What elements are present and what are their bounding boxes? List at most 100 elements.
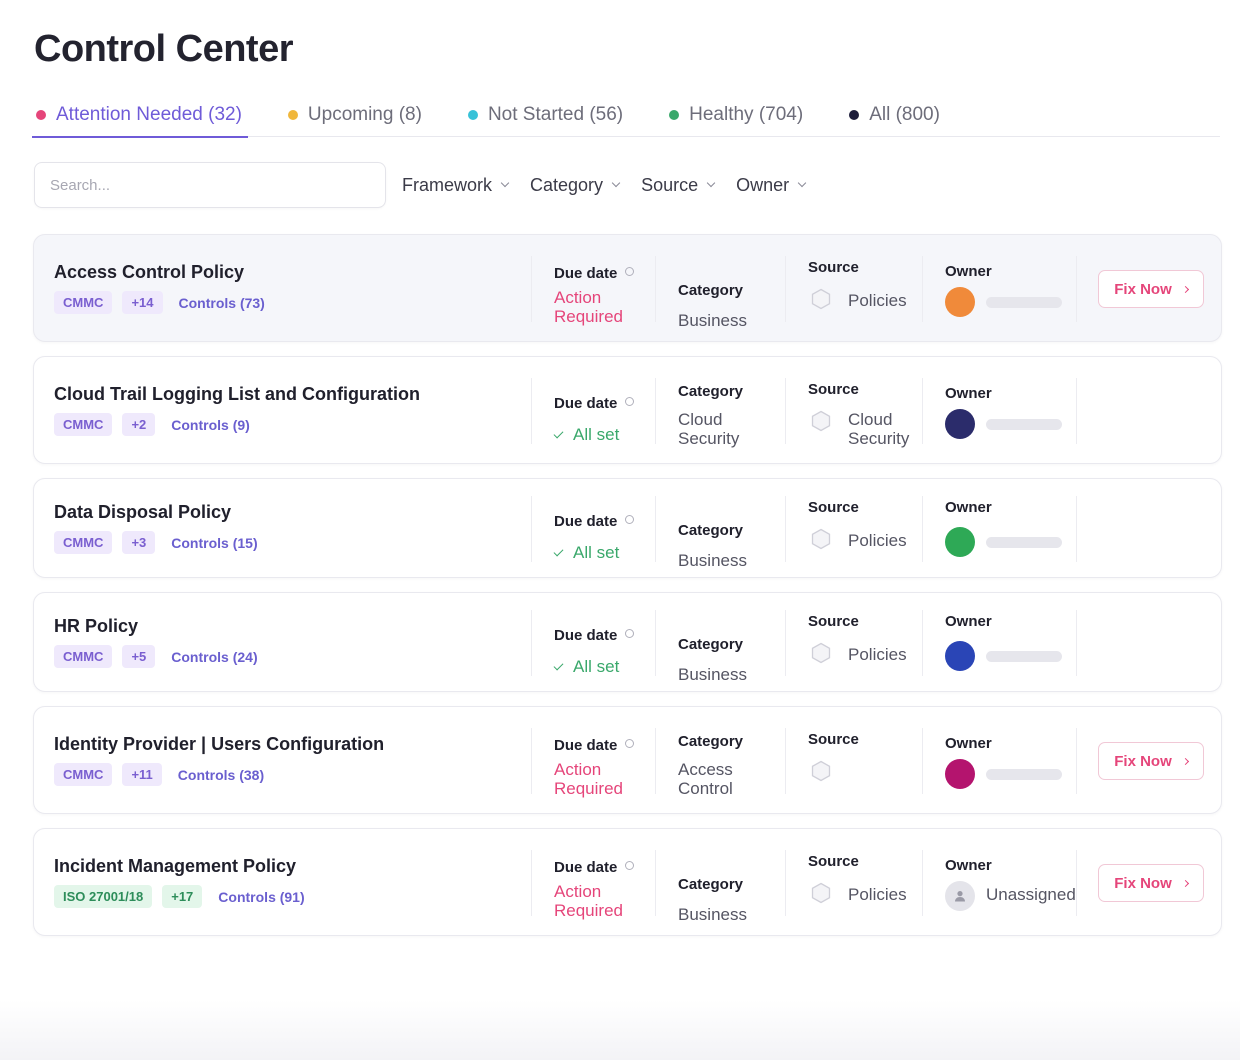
- due-date-header: Due date: [554, 395, 635, 412]
- info-icon[interactable]: [625, 861, 635, 870]
- due-date-label: Due date: [554, 395, 618, 412]
- fix-now-button[interactable]: Fix Now: [1098, 742, 1204, 780]
- framework-count-tag[interactable]: +5: [122, 645, 156, 668]
- filter-framework-dropdown[interactable]: Framework: [402, 175, 510, 196]
- tab-upcoming[interactable]: Upcoming (8): [286, 94, 424, 136]
- control-row[interactable]: Access Control Policy CMMC +14 Controls (73…: [33, 234, 1222, 342]
- column-divider: [922, 728, 923, 794]
- fix-now-button[interactable]: Fix Now: [1098, 864, 1204, 902]
- column-divider: [531, 850, 532, 916]
- category-value: Access Control: [678, 760, 733, 798]
- framework-tag[interactable]: CMMC: [54, 763, 113, 786]
- owner-avatar[interactable]: [945, 527, 975, 557]
- chevron-right-icon: [1181, 879, 1189, 887]
- controls-link[interactable]: Controls (73): [178, 294, 265, 311]
- column-divider: [655, 378, 656, 444]
- owner-avatar[interactable]: [945, 287, 975, 317]
- owner-name-placeholder: [986, 651, 1062, 662]
- source-header: Source: [808, 499, 859, 516]
- framework-count-tag[interactable]: +11: [122, 763, 162, 786]
- owner-avatar[interactable]: [945, 759, 975, 789]
- owner-avatar[interactable]: [945, 641, 975, 671]
- info-icon[interactable]: [625, 739, 635, 748]
- column-divider: [1076, 256, 1077, 322]
- tab-status-dot-icon: [287, 110, 298, 120]
- control-row[interactable]: Identity Provider | Users Configuration C…: [33, 706, 1222, 814]
- framework-count-tag[interactable]: +14: [122, 291, 163, 314]
- framework-tag[interactable]: CMMC: [54, 531, 113, 554]
- framework-tags: CMMC +3 Controls (15): [54, 531, 258, 554]
- category-value: Business: [678, 665, 747, 684]
- tab-all[interactable]: All (800): [847, 94, 942, 136]
- framework-tag[interactable]: CMMC: [54, 645, 113, 668]
- owner-avatar[interactable]: [945, 409, 975, 439]
- tab-not-started[interactable]: Not Started (56): [466, 94, 625, 136]
- category-header: Category: [678, 383, 744, 400]
- framework-count-tag[interactable]: +2: [122, 413, 156, 436]
- owner-header: Owner: [945, 499, 992, 516]
- source-hexagon-icon: [810, 642, 832, 664]
- fix-now-label: Fix Now: [1114, 280, 1172, 298]
- control-row[interactable]: Cloud Trail Logging List and Configurati…: [33, 356, 1222, 464]
- control-row[interactable]: HR Policy CMMC +5 Controls (24) Due date All …: [33, 592, 1222, 692]
- column-divider: [922, 496, 923, 562]
- source-header: Source: [808, 381, 859, 398]
- controls-link[interactable]: Controls (38): [177, 766, 265, 783]
- control-name: Cloud Trail Logging List and Configurati…: [54, 384, 420, 404]
- column-divider: [785, 378, 786, 444]
- due-date-status: All set: [553, 425, 620, 444]
- column-divider: [1076, 378, 1077, 444]
- fix-now-button[interactable]: Fix Now: [1098, 270, 1204, 308]
- column-divider: [785, 728, 786, 794]
- source-header: Source: [808, 853, 859, 870]
- info-icon[interactable]: [625, 267, 635, 276]
- due-date-status: Action Required: [554, 760, 644, 798]
- controls-link[interactable]: Controls (15): [171, 534, 258, 551]
- control-row[interactable]: Incident Management Policy ISO 27001/18 +1…: [33, 828, 1222, 936]
- column-divider: [531, 728, 532, 794]
- status-text: Action Required: [554, 288, 623, 326]
- control-row[interactable]: Data Disposal Policy CMMC +3 Controls (15) D…: [33, 478, 1222, 578]
- category-header: Category: [678, 282, 744, 299]
- column-divider: [531, 496, 532, 562]
- framework-count-tag[interactable]: +17: [162, 885, 203, 908]
- tab-status-dot-icon: [849, 110, 860, 120]
- filter-category-dropdown[interactable]: Category: [530, 175, 621, 196]
- owner-name-placeholder: [986, 419, 1062, 430]
- column-divider: [922, 256, 923, 322]
- tab-status-dot-icon: [669, 110, 680, 120]
- framework-tags: CMMC +14 Controls (73): [54, 291, 265, 314]
- control-name: Data Disposal Policy: [54, 502, 232, 522]
- filter-label: Source: [641, 174, 699, 195]
- framework-tag[interactable]: ISO 27001/18: [54, 885, 153, 908]
- framework-tag[interactable]: CMMC: [54, 291, 113, 314]
- status-text: Action Required: [554, 760, 623, 798]
- due-date-status: Action Required: [554, 288, 644, 326]
- framework-count-tag[interactable]: +3: [122, 531, 156, 554]
- controls-link[interactable]: Controls (24): [171, 648, 258, 665]
- info-icon[interactable]: [625, 515, 635, 524]
- controls-link[interactable]: Controls (91): [218, 888, 305, 905]
- info-icon[interactable]: [625, 629, 635, 638]
- tab-label: All (800): [869, 104, 940, 125]
- tab-healthy[interactable]: Healthy (704): [667, 94, 805, 136]
- chevron-right-icon: [1181, 285, 1189, 293]
- control-name: Incident Management Policy: [54, 856, 297, 876]
- column-divider: [1076, 850, 1077, 916]
- category-header: Category: [678, 522, 744, 539]
- chevron-right-icon: [1181, 757, 1189, 765]
- controls-link[interactable]: Controls (9): [171, 416, 250, 433]
- tab-attention-needed[interactable]: Attention Needed (32): [32, 94, 248, 138]
- filter-source-dropdown[interactable]: Source: [641, 174, 716, 196]
- framework-tag[interactable]: CMMC: [54, 413, 113, 436]
- tab-label: Not Started (56): [487, 104, 624, 125]
- column-divider: [655, 850, 656, 916]
- search-input[interactable]: [34, 162, 386, 208]
- due-date-status: All set: [553, 543, 619, 562]
- status-text: All set: [573, 425, 620, 444]
- framework-tags: CMMC +2 Controls (9): [54, 413, 250, 436]
- info-icon[interactable]: [625, 397, 635, 406]
- source-value: Policies: [848, 645, 907, 664]
- unassigned-avatar-icon: [945, 881, 975, 911]
- filter-owner-dropdown[interactable]: Owner: [736, 175, 807, 196]
